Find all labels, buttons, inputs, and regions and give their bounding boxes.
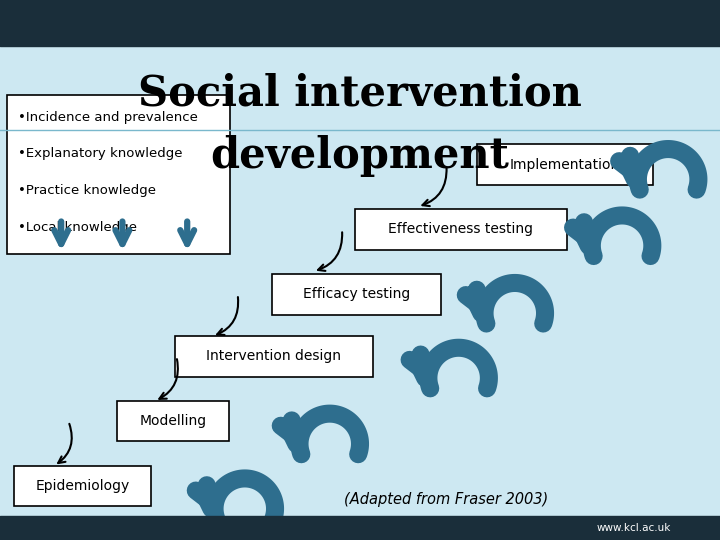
FancyBboxPatch shape — [7, 94, 230, 254]
Text: Epidemiology: Epidemiology — [36, 479, 130, 493]
Text: •Incidence and prevalence: •Incidence and prevalence — [18, 111, 198, 124]
FancyBboxPatch shape — [117, 401, 229, 442]
FancyBboxPatch shape — [272, 274, 441, 314]
Text: Social intervention: Social intervention — [138, 73, 582, 115]
Text: www.kcl.ac.uk: www.kcl.ac.uk — [596, 523, 671, 533]
FancyBboxPatch shape — [355, 210, 567, 249]
Text: •Practice knowledge: •Practice knowledge — [18, 184, 156, 197]
Text: (Adapted from Fraser 2003): (Adapted from Fraser 2003) — [344, 492, 549, 507]
Text: •Explanatory knowledge: •Explanatory knowledge — [18, 147, 182, 160]
Text: Implementation: Implementation — [510, 158, 621, 172]
Text: Effectiveness testing: Effectiveness testing — [388, 222, 534, 237]
FancyBboxPatch shape — [477, 145, 654, 185]
Text: development: development — [210, 135, 510, 177]
Text: Modelling: Modelling — [139, 414, 207, 428]
Text: Efficacy testing: Efficacy testing — [303, 287, 410, 301]
Text: •Local knowledge: •Local knowledge — [18, 221, 137, 234]
Text: Intervention design: Intervention design — [206, 349, 341, 363]
FancyBboxPatch shape — [174, 336, 373, 377]
FancyBboxPatch shape — [14, 465, 151, 507]
